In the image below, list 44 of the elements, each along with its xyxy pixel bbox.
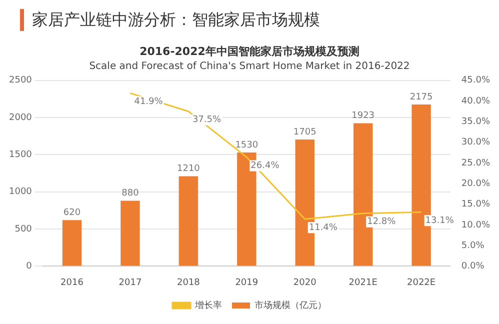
y2-tick-label: 30.0% xyxy=(461,138,490,148)
y-tick-label: 1500 xyxy=(9,150,32,160)
data-label: 1530 xyxy=(235,140,258,150)
text: Scale and Forecast of China's Smart Home Market in 2016-2022 xyxy=(88,61,411,72)
bar xyxy=(62,220,82,266)
y-tick-label: 500 xyxy=(14,224,32,234)
x-tick-label: 2017 xyxy=(118,278,142,288)
y2-tick-label: 25.0% xyxy=(461,158,490,168)
y2-tick-label: 20.0% xyxy=(461,178,490,189)
data-label: 11.4% xyxy=(308,222,338,233)
data-label: 37.5% xyxy=(192,115,222,126)
x-tick-label: 2020 xyxy=(293,278,317,288)
y-tick-label: 2000 xyxy=(9,112,32,123)
data-label: 1705 xyxy=(293,127,316,138)
y2-tick-label: 45.0% xyxy=(461,76,490,86)
y2-tick-label: 0.0% xyxy=(461,262,485,272)
data-label: 41.9% xyxy=(134,97,164,108)
y-tick-label: 1000 xyxy=(9,187,32,198)
x-tick-label: 2021E xyxy=(348,278,378,288)
y2-tick-label: 15.0% xyxy=(461,200,490,210)
chart-subtitle: 2016-2022年中国智能家居市场规模及预测 xyxy=(138,44,360,59)
y-tick-label: 0 xyxy=(26,262,32,272)
data-label: 13.1% xyxy=(425,216,454,226)
legend-label: 市场规模（亿元） xyxy=(254,300,326,311)
x-tick-label: 2016 xyxy=(60,278,84,288)
legend-label: 增长率 xyxy=(194,300,222,311)
data-label: 26.4% xyxy=(250,161,280,172)
y2-tick-label: 5.0% xyxy=(461,240,485,251)
data-label: 12.8% xyxy=(367,217,396,228)
bar xyxy=(120,200,140,266)
data-label: 880 xyxy=(122,188,140,199)
data-label: 1210 xyxy=(176,164,200,174)
bar xyxy=(178,176,198,266)
x-tick-label: 2019 xyxy=(235,278,258,288)
chart-title: 家居产业链中游分析：智能家居市场规模 xyxy=(32,10,320,30)
x-tick-label: 2022E xyxy=(407,278,436,288)
x-tick-label: 2018 xyxy=(176,278,200,288)
y2-tick-label: 10.0% xyxy=(461,220,490,230)
y2-tick-label: 35.0% xyxy=(461,117,490,128)
y2-tick-label: 40.0% xyxy=(461,96,490,106)
y-tick-label: 2500 xyxy=(9,76,32,86)
data-label: 1923 xyxy=(352,111,375,122)
data-label: 2175 xyxy=(410,92,433,102)
data-label: 620 xyxy=(63,208,81,218)
